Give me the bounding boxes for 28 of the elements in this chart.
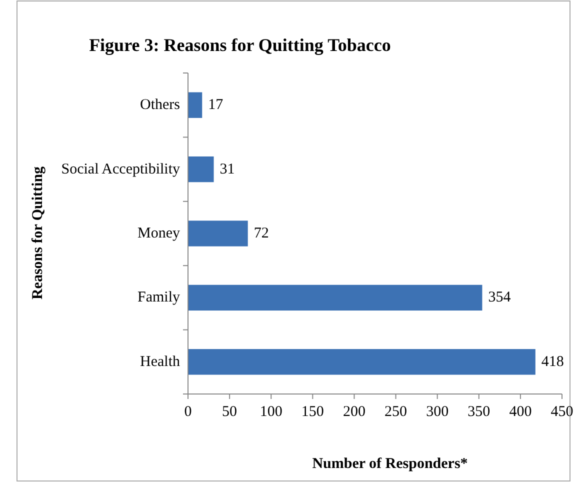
y-tick-label: Family xyxy=(137,290,180,306)
x-axis-title: Number of Responders* xyxy=(312,456,468,472)
y-axis-title: Reasons for Quitting xyxy=(30,166,46,300)
x-tick-label: 250 xyxy=(384,404,408,420)
bar xyxy=(188,284,482,311)
data-label: 17 xyxy=(208,97,224,114)
x-tick-label: 350 xyxy=(468,404,490,420)
x-tick-label: 100 xyxy=(260,404,282,420)
bar xyxy=(188,220,248,246)
data-label: 418 xyxy=(541,354,564,370)
x-tick-label: 150 xyxy=(301,404,324,420)
chart-title: Figure 3: Reasons for Quitting Tobacco xyxy=(89,35,391,55)
x-tick-label: 400 xyxy=(509,404,532,420)
y-tick-label: Others xyxy=(140,97,180,114)
y-tick-label: Health xyxy=(140,354,180,370)
x-tick-label: 450 xyxy=(550,404,574,420)
y-tick-label: Social Acceptibility xyxy=(61,161,180,178)
x-tick-label: 200 xyxy=(342,404,366,420)
x-tick-label: 300 xyxy=(426,404,449,420)
x-tick-label: 50 xyxy=(222,404,238,420)
data-label: 354 xyxy=(488,290,512,306)
bar xyxy=(188,156,214,182)
bar xyxy=(188,349,536,375)
x-tick-label: 0 xyxy=(184,404,192,420)
bar xyxy=(188,92,202,118)
y-tick-label: Money xyxy=(138,226,180,242)
data-label: 72 xyxy=(254,226,269,242)
data-label: 31 xyxy=(220,161,235,178)
